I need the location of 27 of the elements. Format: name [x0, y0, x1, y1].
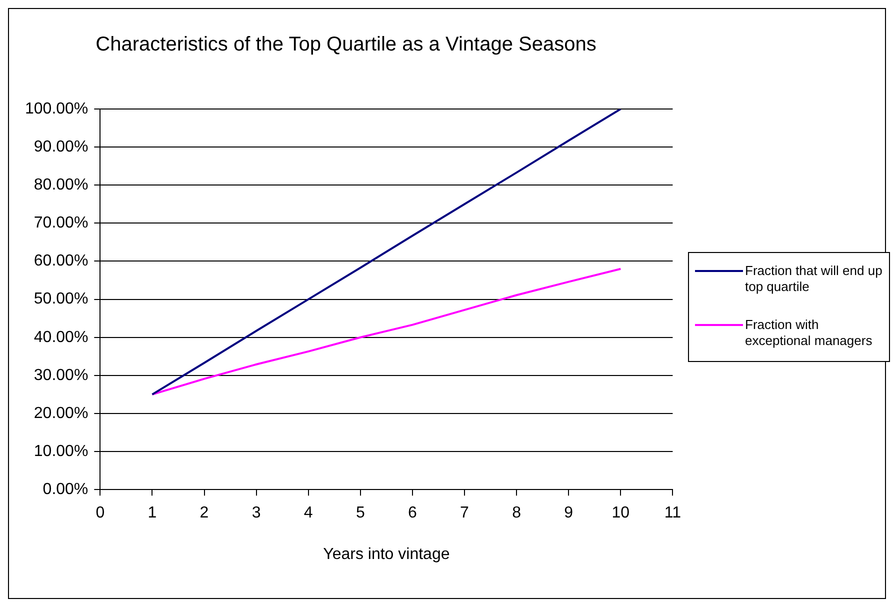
x-tick-label: 9	[564, 504, 574, 522]
y-tick-label: 70.00%	[34, 214, 88, 232]
x-tick-label: 3	[252, 504, 261, 522]
x-tick-label: 8	[512, 504, 522, 522]
y-tick-label: 40.00%	[34, 328, 88, 346]
y-tick-label: 20.00%	[34, 404, 88, 422]
x-tick-label: 7	[460, 504, 470, 522]
x-tick-label: 10	[612, 504, 630, 522]
y-tick-label: 100.00%	[24, 100, 88, 118]
y-tick-label: 80.00%	[34, 176, 88, 194]
y-tick-label: 10.00%	[34, 442, 88, 460]
x-tick-label: 4	[304, 504, 313, 522]
chart-title: Characteristics of the Top Quartile as a Vintage Seasons	[96, 34, 596, 56]
y-tick-label: 0.00%	[42, 481, 88, 498]
legend-label: Fraction with exceptional managers	[745, 317, 874, 349]
y-tick-label: 50.00%	[34, 290, 88, 308]
x-tick-label: 0	[96, 504, 105, 522]
x-tick-label: 5	[356, 504, 365, 522]
x-axis-title: Years into vintage	[323, 546, 450, 563]
legend-label: Fraction that will end up top quartile	[745, 263, 884, 295]
y-tick-label: 90.00%	[34, 138, 88, 156]
x-tick-label: 2	[200, 504, 209, 522]
y-tick-label: 30.00%	[34, 366, 88, 384]
x-tick-label: 6	[408, 504, 417, 522]
x-tick-label: 11	[664, 504, 682, 522]
y-tick-label: 60.00%	[34, 252, 88, 270]
x-tick-label: 1	[148, 504, 157, 522]
